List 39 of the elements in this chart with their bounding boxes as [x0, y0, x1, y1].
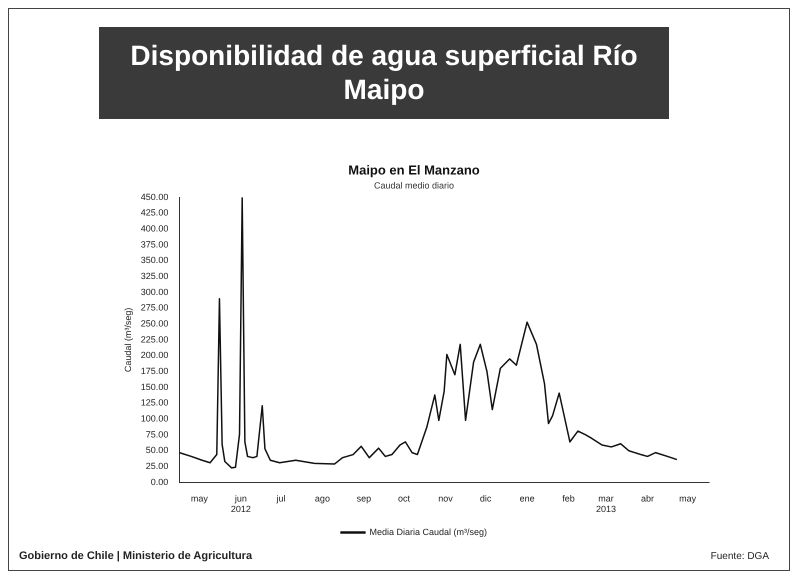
- y-tick-label: 350.00: [140, 255, 168, 266]
- x-tick-label: oct: [398, 493, 411, 504]
- y-tick-label: 450.00: [140, 192, 168, 202]
- x-tick-label: abr: [640, 493, 654, 504]
- source-note: Fuente: DGA: [710, 551, 769, 562]
- x-tick-label: feb: [562, 493, 575, 504]
- y-tick-label: 375.00: [140, 239, 168, 250]
- legend-label: Media Diaria Caudal (m³/seg): [369, 526, 488, 537]
- x-tick-label: ago: [314, 493, 330, 504]
- y-tick-label: 200.00: [140, 350, 168, 360]
- y-tick-label: 125.00: [140, 398, 168, 408]
- y-axis-title: Caudal (m³/seg): [122, 308, 133, 372]
- y-tick-label: 400.00: [140, 224, 168, 234]
- y-tick-label: 50.00: [146, 445, 168, 456]
- y-tick-label: 225.00: [140, 334, 168, 344]
- y-tick-label: 75.00: [146, 429, 168, 440]
- y-tick-label: 100.00: [140, 414, 168, 424]
- y-tick-label: 325.00: [140, 271, 168, 282]
- chart-subtitle: Maipo en El Manzano: [348, 162, 480, 178]
- y-tick-label: 300.00: [140, 286, 168, 297]
- x-tick-label: may: [679, 493, 697, 504]
- y-tick-label: 150.00: [140, 382, 168, 392]
- x-tick-label: dic: [480, 493, 492, 504]
- x-tick-label: jul: [275, 493, 286, 504]
- x-tick-label: mar 2013: [596, 493, 616, 514]
- x-tick-label: nov: [438, 493, 454, 504]
- y-tick-label: 250.00: [140, 318, 168, 329]
- text: Caudal medio diario: [374, 180, 454, 190]
- y-tick-label: 25.00: [146, 461, 168, 472]
- x-tick-label: ene: [520, 493, 535, 504]
- x-tick-label: jun 2012: [230, 493, 251, 514]
- x-tick-label: may: [190, 493, 208, 504]
- y-tick-label: 275.00: [140, 302, 168, 313]
- y-tick-label: 175.00: [140, 366, 168, 376]
- chart-title: Disponibilidad de agua superficial Río Maipo: [129, 39, 639, 107]
- y-tick-label: 425.00: [140, 208, 168, 218]
- x-tick-label: sep: [356, 493, 372, 504]
- y-tick-label: 0.00: [150, 476, 168, 487]
- text: Gobierno de Chile | Ministerio de Agricultura: [19, 550, 252, 562]
